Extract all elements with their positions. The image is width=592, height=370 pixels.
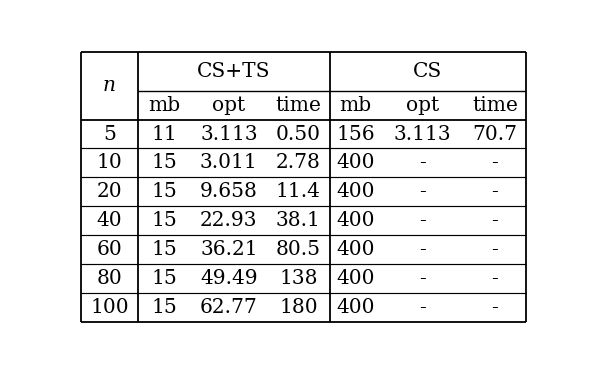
- Text: 180: 180: [279, 298, 318, 317]
- Text: 9.658: 9.658: [200, 182, 258, 201]
- Text: -: -: [419, 269, 426, 288]
- Text: -: -: [491, 154, 498, 172]
- Text: 15: 15: [152, 154, 177, 172]
- Text: CS+TS: CS+TS: [197, 61, 271, 81]
- Text: 40: 40: [96, 211, 123, 231]
- Text: -: -: [491, 182, 498, 201]
- Text: -: -: [491, 240, 498, 259]
- Text: 49.49: 49.49: [200, 269, 258, 288]
- Text: 62.77: 62.77: [200, 298, 258, 317]
- Text: 5: 5: [103, 125, 116, 144]
- Text: 15: 15: [152, 269, 177, 288]
- Text: 22.93: 22.93: [200, 211, 258, 231]
- Text: -: -: [491, 211, 498, 231]
- Text: 15: 15: [152, 211, 177, 231]
- Text: n: n: [103, 76, 116, 95]
- Text: time: time: [472, 95, 518, 115]
- Text: 400: 400: [336, 269, 375, 288]
- Text: -: -: [419, 154, 426, 172]
- Text: 70.7: 70.7: [472, 125, 517, 144]
- Text: mb: mb: [340, 95, 372, 115]
- Text: 3.011: 3.011: [200, 154, 258, 172]
- Text: CS: CS: [413, 61, 442, 81]
- Text: 38.1: 38.1: [276, 211, 321, 231]
- Text: 20: 20: [96, 182, 123, 201]
- Text: 2.78: 2.78: [276, 154, 321, 172]
- Text: 11.4: 11.4: [276, 182, 321, 201]
- Text: -: -: [419, 211, 426, 231]
- Text: 60: 60: [96, 240, 123, 259]
- Text: 15: 15: [152, 240, 177, 259]
- Text: -: -: [419, 182, 426, 201]
- Text: 10: 10: [96, 154, 123, 172]
- Text: 0.50: 0.50: [276, 125, 321, 144]
- Text: time: time: [275, 95, 321, 115]
- Text: 11: 11: [152, 125, 177, 144]
- Text: 156: 156: [336, 125, 375, 144]
- Text: 400: 400: [336, 154, 375, 172]
- Text: 400: 400: [336, 211, 375, 231]
- Text: 100: 100: [90, 298, 129, 317]
- Text: 3.113: 3.113: [394, 125, 452, 144]
- Text: -: -: [419, 298, 426, 317]
- Text: 400: 400: [336, 298, 375, 317]
- Text: mb: mb: [148, 95, 180, 115]
- Text: 15: 15: [152, 298, 177, 317]
- Text: 80: 80: [96, 269, 123, 288]
- Text: opt: opt: [212, 95, 246, 115]
- Text: -: -: [419, 240, 426, 259]
- Text: opt: opt: [406, 95, 439, 115]
- Text: 3.113: 3.113: [200, 125, 258, 144]
- Text: -: -: [491, 298, 498, 317]
- Text: 80.5: 80.5: [276, 240, 321, 259]
- Text: -: -: [491, 269, 498, 288]
- Text: 400: 400: [336, 240, 375, 259]
- Text: 36.21: 36.21: [200, 240, 258, 259]
- Text: 138: 138: [279, 269, 318, 288]
- Text: 15: 15: [152, 182, 177, 201]
- Text: 400: 400: [336, 182, 375, 201]
